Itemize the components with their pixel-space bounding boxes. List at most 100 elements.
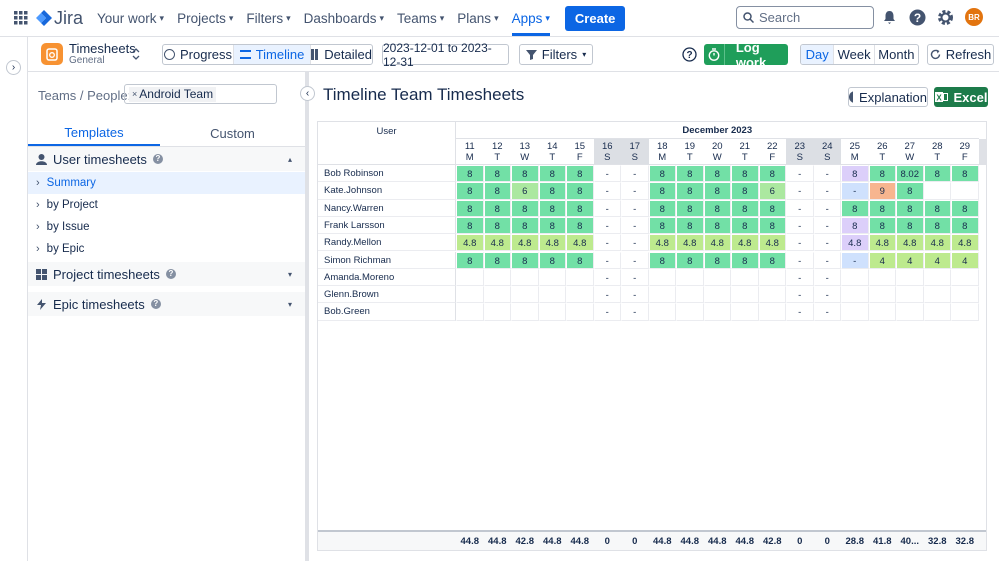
day-header: 19 T [676,139,704,165]
time-cell: - [621,286,649,304]
refresh-button[interactable]: Refresh [927,44,994,65]
nav-item[interactable]: Plans ▾ [457,0,498,36]
section-header[interactable]: User timesheets? ▴ [28,147,305,171]
time-cell: - [593,286,621,304]
time-cell: 4.8 [483,234,511,252]
app-switch-chevron[interactable] [132,47,140,61]
top-nav: Jira Your work ▾ Projects ▾ Filters ▾ Dashboar… [0,0,999,37]
time-cell: 8 [703,182,731,200]
time-cell: 4 [951,251,979,269]
time-cell: 8 [456,199,484,217]
view-button[interactable]: Detailed [310,45,372,64]
time-cell: 8 [758,216,786,235]
time-cell: - [786,268,814,287]
time-cell [923,268,951,287]
period-button[interactable]: Week [833,45,873,64]
weekday: S [604,152,611,163]
explanation-button[interactable]: Explanation [848,87,928,107]
total-cell: 32.8 [928,536,947,547]
nav-item[interactable]: Dashboards ▾ [304,0,384,36]
time-cell: - [593,165,621,183]
day-number: 27 [904,141,916,152]
time-cell: - [813,234,841,252]
notifications-icon[interactable] [882,10,897,25]
time-cell [511,303,539,321]
sidebar-item[interactable]: › by Project [28,194,305,216]
section-help-icon: ? [165,269,176,279]
weekday: T [934,152,941,163]
time-cell [511,268,539,287]
sidebar-item[interactable]: › by Epic [28,238,305,260]
sidebar-item[interactable]: › by Issue [28,216,305,238]
avatar[interactable]: BR [965,8,983,26]
time-cell: 8 [648,216,676,235]
create-button[interactable]: Create [564,5,626,31]
time-cell: 4.8 [566,234,594,252]
time-cell [841,303,869,321]
section-header[interactable]: Project timesheets? ▾ [28,262,305,286]
time-cell: 8 [951,216,979,235]
sidebar-tab[interactable]: Custom [210,126,255,141]
toolbar-help-icon[interactable]: ? [682,47,697,62]
log-work-button[interactable]: Log work [704,40,788,70]
time-cell [676,286,704,304]
time-cell: 8 [841,199,869,217]
total-cell: 44.8 [680,536,700,547]
section-header[interactable]: Epic timesheets? ▾ [28,292,305,316]
time-cell [951,303,979,321]
sidebar-item[interactable]: › Summary [28,172,305,194]
day-number: 24 [821,141,833,152]
view-button-label: Detailed [324,47,372,62]
time-cell: - [786,165,814,183]
remove-tag-icon[interactable]: × [132,89,138,99]
teams-input[interactable]: × Android Team [124,84,277,104]
weekday: F [769,152,776,163]
month-header: December 2023 [456,122,979,139]
section-title: User timesheets [53,151,147,167]
day-header: 18 M [648,139,676,165]
collapse-sidebar-button[interactable]: ‹ [300,86,315,101]
time-cell: - [593,303,621,321]
time-cell [841,286,869,304]
sidebar-item-label: Summary [46,177,96,189]
date-range-input[interactable]: 2023-12-01 to 2023-12-31 [382,41,509,69]
day-header: 17 S [621,139,649,165]
time-cell: - [841,251,869,269]
filters-button[interactable]: Filters ▾ [519,44,593,65]
nav-item[interactable]: Your work ▾ [97,0,164,36]
time-cell: 8 [456,251,484,269]
nav-item[interactable]: Projects ▾ [177,0,233,36]
nav-item[interactable]: Filters ▾ [246,0,290,36]
time-cell [896,286,924,304]
settings-icon[interactable] [937,9,954,26]
time-cell: - [621,165,649,183]
view-button[interactable]: Timeline [233,45,310,64]
nav-caret: ▾ [439,12,445,23]
time-cell: 4.8 [703,234,731,252]
period-button-label: Day [805,47,829,62]
day-number: 17 [629,141,641,152]
sidebar-tab[interactable]: Templates [28,121,160,146]
day-number: 29 [959,141,971,152]
time-cell: 9 [868,182,896,200]
period-button[interactable]: Day [801,45,834,64]
time-cell: 8 [511,251,539,269]
view-button[interactable]: Progress [163,45,233,64]
time-cell: 8 [676,182,704,200]
excel-button[interactable]: X Excel [934,87,988,107]
logo-text[interactable]: Jira [54,8,84,28]
search-box[interactable]: Search [736,6,874,29]
period-button[interactable]: Month [873,45,918,64]
section-icon [36,153,47,165]
section-title: Project timesheets [53,266,160,282]
time-cell: 8 [731,251,759,269]
help-icon[interactable]: ? [909,9,926,26]
nav-item[interactable]: Apps ▾ [511,0,550,36]
expand-rail-button[interactable]: › [6,60,21,75]
time-cell: 8 [483,199,511,217]
nav-item[interactable]: Teams ▾ [397,0,444,36]
sidebar-tabs: Templates Custom [28,121,305,147]
time-cell [648,303,676,321]
app-switcher-icon[interactable] [14,11,28,25]
time-cell: 8 [648,199,676,217]
